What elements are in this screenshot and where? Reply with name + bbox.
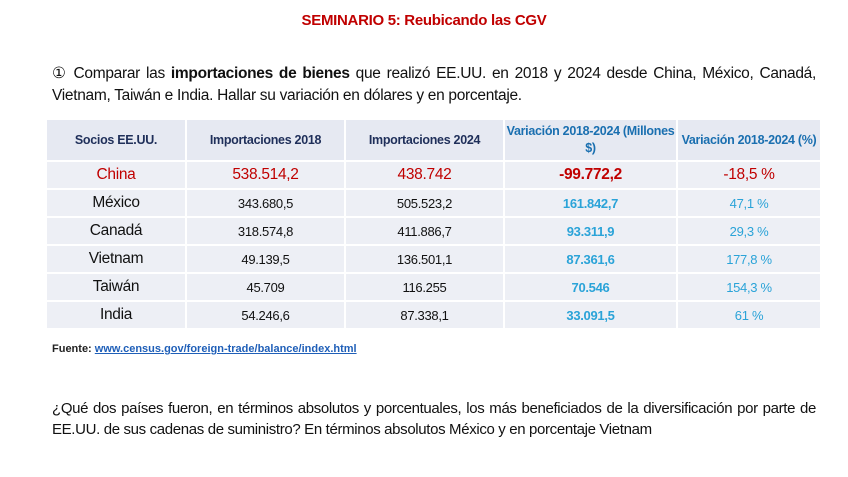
cell-imports-2018: 49.139,5 [185, 244, 346, 274]
cell-imports-2018: 54.246,6 [185, 300, 346, 330]
cell-variation-millions: 93.311,9 [503, 216, 678, 246]
cell-variation-millions: -99.772,2 [503, 160, 678, 190]
slide-title: SEMINARIO 5: Reubicando las CGV [301, 12, 547, 29]
intro-text-end: que realizó EE.UU. en 2018 y 2024 desde … [52, 65, 816, 104]
cell-variation-pct: 154,3 % [676, 272, 822, 302]
table-row: China 538.514,2 438.742 -99.772,2 -18,5 % [45, 160, 822, 190]
table-row: Taiwán 45.709 116.255 70.546 154,3 % [45, 272, 822, 302]
cell-variation-millions: 161.842,7 [503, 188, 678, 218]
cell-imports-2018: 318.574,8 [185, 216, 346, 246]
cell-variation-millions: 33.091,5 [503, 300, 678, 330]
table-row: Canadá 318.574,8 411.886,7 93.311,9 29,3 % [45, 216, 822, 246]
header-imports-2018: Importaciones 2018 [185, 118, 346, 162]
cell-imports-2024: 87.338,1 [344, 300, 505, 330]
cell-country: Taiwán [45, 272, 187, 302]
cell-imports-2024: 505.523,2 [344, 188, 505, 218]
header-imports-2024: Importaciones 2024 [344, 118, 505, 162]
table-row: India 54.246,6 87.338,1 33.091,5 61 % [45, 300, 822, 330]
source-note: Fuente: www.census.gov/foreign-trade/bal… [52, 343, 357, 355]
source-label: Fuente: [52, 343, 95, 355]
imports-table: Socios EE.UU. Importaciones 2018 Importa… [45, 118, 822, 330]
cell-imports-2024: 116.255 [344, 272, 505, 302]
table-header-row: Socios EE.UU. Importaciones 2018 Importa… [45, 118, 822, 162]
question-paragraph: ¿Qué dos países fueron, en términos abso… [52, 400, 816, 438]
source-link[interactable]: www.census.gov/foreign-trade/balance/ind… [94, 343, 357, 355]
cell-variation-millions: 87.361,6 [503, 244, 678, 274]
cell-variation-pct: 177,8 % [676, 244, 822, 274]
cell-variation-pct: -18,5 % [676, 160, 822, 190]
header-partners: Socios EE.UU. [45, 118, 187, 162]
cell-country: Canadá [45, 216, 187, 246]
header-variation-pct: Variación 2018-2024 (%) [676, 118, 822, 162]
cell-variation-pct: 47,1 % [676, 188, 822, 218]
intro-paragraph: ① Comparar las importaciones de bienes q… [52, 63, 816, 107]
cell-variation-pct: 29,3 % [676, 216, 822, 246]
intro-text: Comparar las [67, 65, 171, 82]
header-variation-millions: Variación 2018-2024 (Millones $) [503, 118, 678, 162]
cell-variation-millions: 70.546 [503, 272, 678, 302]
cell-country: China [45, 160, 187, 190]
table-row: Vietnam 49.139,5 136.501,1 87.361,6 177,8 % [45, 244, 822, 274]
cell-variation-pct: 61 % [676, 300, 822, 330]
cell-country: India [45, 300, 187, 330]
cell-imports-2024: 411.886,7 [344, 216, 505, 246]
cell-imports-2018: 343.680,5 [185, 188, 346, 218]
circled-number: ① [52, 65, 68, 82]
cell-imports-2024: 136.501,1 [344, 244, 505, 274]
cell-imports-2024: 438.742 [344, 160, 505, 190]
cell-imports-2018: 538.514,2 [185, 160, 346, 190]
cell-imports-2018: 45.709 [185, 272, 346, 302]
cell-country: Vietnam [45, 244, 187, 274]
intro-bold: importaciones de bienes [170, 65, 350, 82]
table-row: México 343.680,5 505.523,2 161.842,7 47,1 % [45, 188, 822, 218]
cell-country: México [45, 188, 187, 218]
